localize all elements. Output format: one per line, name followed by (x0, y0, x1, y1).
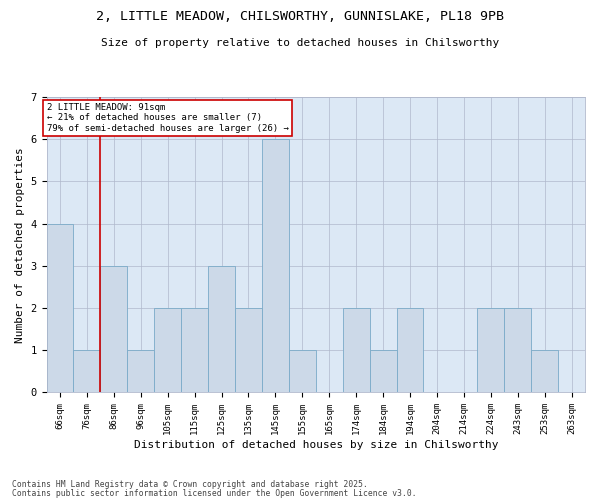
X-axis label: Distribution of detached houses by size in Chilsworthy: Distribution of detached houses by size … (134, 440, 498, 450)
Bar (47, 224, 73, 392)
Text: 2 LITTLE MEADOW: 91sqm
← 21% of detached houses are smaller (7)
79% of semi-deta: 2 LITTLE MEADOW: 91sqm ← 21% of detached… (47, 103, 289, 132)
Bar (504, 308, 531, 392)
Bar (343, 308, 370, 392)
Bar (100, 266, 127, 392)
Bar (370, 350, 397, 393)
Bar (208, 266, 235, 392)
Text: Contains public sector information licensed under the Open Government Licence v3: Contains public sector information licen… (12, 489, 416, 498)
Bar (181, 308, 208, 392)
Bar (262, 139, 289, 392)
Bar (235, 308, 262, 392)
Bar (73, 350, 100, 393)
Bar (397, 308, 424, 392)
Text: Contains HM Land Registry data © Crown copyright and database right 2025.: Contains HM Land Registry data © Crown c… (12, 480, 368, 489)
Bar (478, 308, 504, 392)
Bar (289, 350, 316, 393)
Text: Size of property relative to detached houses in Chilsworthy: Size of property relative to detached ho… (101, 38, 499, 48)
Y-axis label: Number of detached properties: Number of detached properties (15, 147, 25, 342)
Text: 2, LITTLE MEADOW, CHILSWORTHY, GUNNISLAKE, PL18 9PB: 2, LITTLE MEADOW, CHILSWORTHY, GUNNISLAK… (96, 10, 504, 23)
Bar (154, 308, 181, 392)
Bar (531, 350, 558, 393)
Bar (127, 350, 154, 393)
